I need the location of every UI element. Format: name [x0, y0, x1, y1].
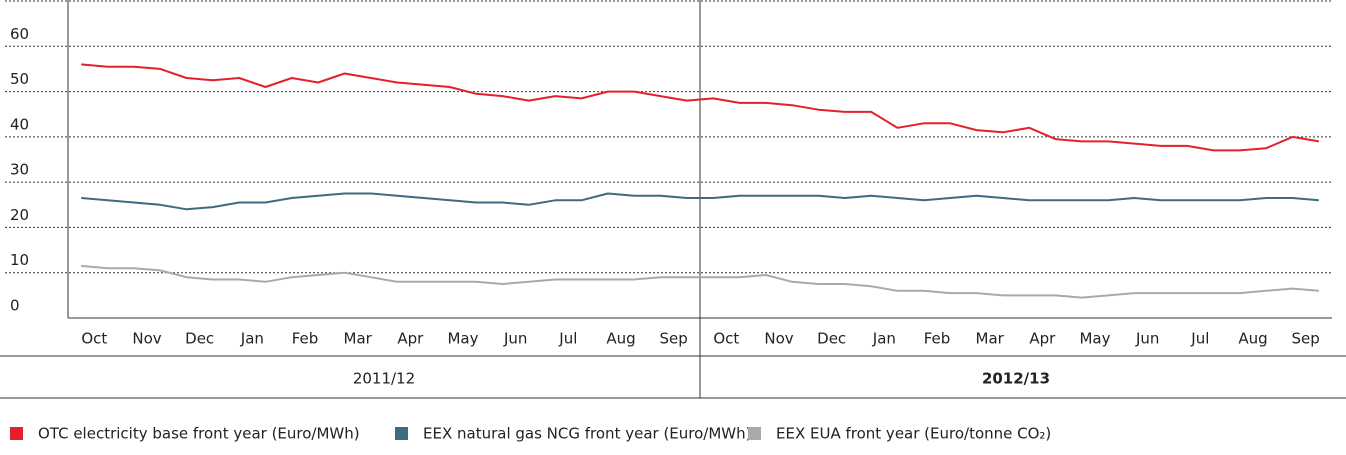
x-tick-label: Nov — [764, 330, 793, 348]
y-tick-label: 10 — [10, 251, 29, 269]
x-tick-label: Jun — [1135, 330, 1159, 348]
x-tick-label: Jul — [1190, 330, 1209, 348]
period-label: 2011/12 — [353, 370, 415, 388]
x-tick-label: Jan — [872, 330, 896, 348]
y-tick-label: 30 — [10, 161, 29, 179]
y-tick-label: 50 — [10, 70, 29, 88]
x-tick-label: May — [447, 330, 478, 348]
x-tick-label: Dec — [185, 330, 214, 348]
x-tick-label: Mar — [976, 330, 1005, 348]
x-tick-label: Aug — [606, 330, 635, 348]
x-tick-label: Oct — [713, 330, 739, 348]
x-tick-label: Feb — [924, 330, 951, 348]
x-tick-label: Feb — [292, 330, 319, 348]
x-tick-label: Oct — [81, 330, 107, 348]
x-tick-label: Jun — [503, 330, 527, 348]
y-tick-label: 0 — [10, 297, 20, 315]
y-tick-label: 40 — [10, 115, 29, 133]
legend-label: EEX natural gas NCG front year (Euro/MWh… — [423, 425, 751, 443]
legend-label: EEX EUA front year (Euro/tonne CO₂) — [776, 425, 1051, 443]
legend-swatch — [748, 427, 761, 440]
y-tick-label: 20 — [10, 206, 29, 224]
x-tick-label: Apr — [397, 330, 424, 348]
series-line — [81, 192, 1319, 211]
y-tick-label: 60 — [10, 25, 29, 43]
legend-label: OTC electricity base front year (Euro/MW… — [38, 425, 360, 443]
x-tick-label: Apr — [1029, 330, 1056, 348]
series-line — [81, 63, 1319, 152]
period-label: 2012/13 — [982, 370, 1050, 388]
x-tick-label: Mar — [344, 330, 373, 348]
x-tick-label: Jul — [558, 330, 577, 348]
x-tick-label: Aug — [1238, 330, 1267, 348]
x-tick-label: Sep — [1292, 330, 1320, 348]
legend-swatch — [10, 427, 23, 440]
series-line — [81, 264, 1319, 299]
x-tick-label: Jan — [240, 330, 264, 348]
x-tick-label: Sep — [660, 330, 688, 348]
x-tick-label: Nov — [132, 330, 161, 348]
x-tick-label: Dec — [817, 330, 846, 348]
legend-swatch — [395, 427, 408, 440]
x-tick-label: May — [1079, 330, 1110, 348]
